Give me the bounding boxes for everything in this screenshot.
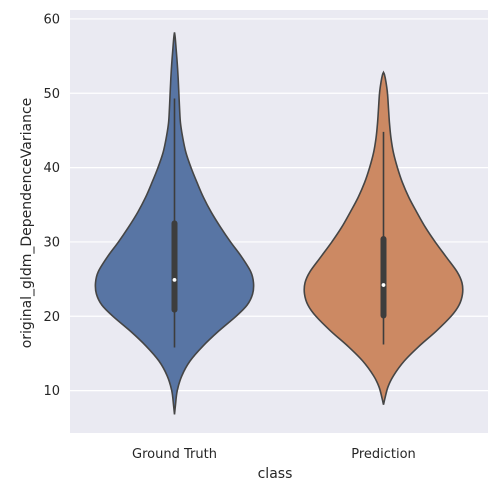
x-tick-label: Prediction — [351, 447, 416, 462]
x-tick-label: Ground Truth — [132, 447, 217, 462]
violins — [94, 32, 464, 415]
y-tick-label: 30 — [43, 235, 60, 250]
y-tick-label: 20 — [43, 310, 60, 325]
y-tick-label: 50 — [43, 87, 60, 102]
y-tick-label: 10 — [43, 384, 60, 399]
y-tick-label: 60 — [43, 12, 60, 27]
y-tick-labels: 10 20 30 40 50 60 — [43, 12, 60, 399]
x-tick-labels: Ground Truth Prediction — [132, 447, 416, 462]
x-axis-label: class — [258, 466, 293, 482]
y-tick-label: 40 — [43, 161, 60, 176]
violin-median — [172, 277, 177, 282]
y-axis-label: original_gldm_DependenceVariance — [19, 98, 35, 349]
violin-median — [381, 283, 386, 287]
